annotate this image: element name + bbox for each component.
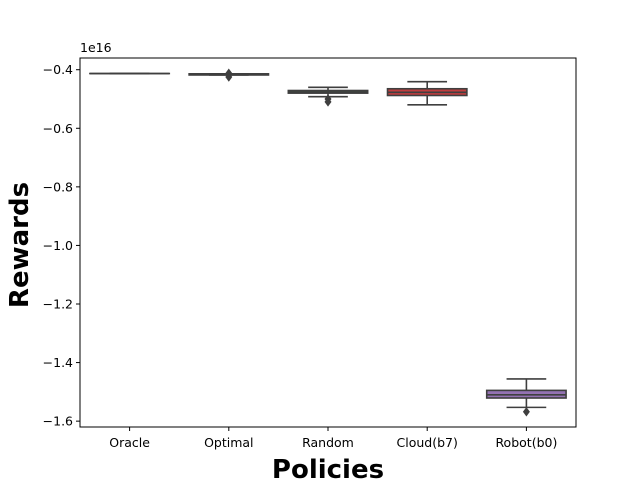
x-axis: Oracle Optimal Random Cloud(b7) Robot(b0) — [109, 427, 557, 450]
outlier-point — [225, 72, 233, 82]
y-axis: −0.4 −0.6 −0.8 −1.0 −1.2 −1.4 −1.6 — [43, 62, 80, 429]
axes-frame — [79, 57, 577, 428]
y-tick-label: −1.6 — [43, 414, 73, 429]
box-random — [287, 86, 369, 107]
x-tick-label: Robot(b0) — [495, 435, 557, 450]
x-axis-title: Policies — [272, 455, 384, 480]
outlier-point — [324, 97, 332, 107]
x-tick-label: Cloud(b7) — [397, 435, 458, 450]
y-tick-label: −1.2 — [43, 297, 73, 312]
plot-area — [89, 68, 567, 417]
x-tick-label: Oracle — [109, 435, 150, 450]
box-robot-b0- — [485, 378, 567, 417]
y-tick-label: −0.6 — [43, 121, 73, 136]
x-tick-label: Optimal — [204, 435, 253, 450]
box-cloud-b7- — [386, 80, 468, 106]
y-tick-label: −1.4 — [43, 355, 73, 370]
y-axis-title: Rewards — [5, 182, 35, 308]
x-tick-label: Random — [302, 435, 354, 450]
box-optimal — [188, 68, 270, 82]
y-axis-offset-label: 1e16 — [80, 40, 112, 55]
y-tick-label: −0.4 — [43, 62, 73, 77]
outlier-point — [522, 407, 530, 417]
y-tick-label: −0.8 — [43, 179, 73, 194]
y-tick-label: −1.0 — [43, 238, 73, 253]
